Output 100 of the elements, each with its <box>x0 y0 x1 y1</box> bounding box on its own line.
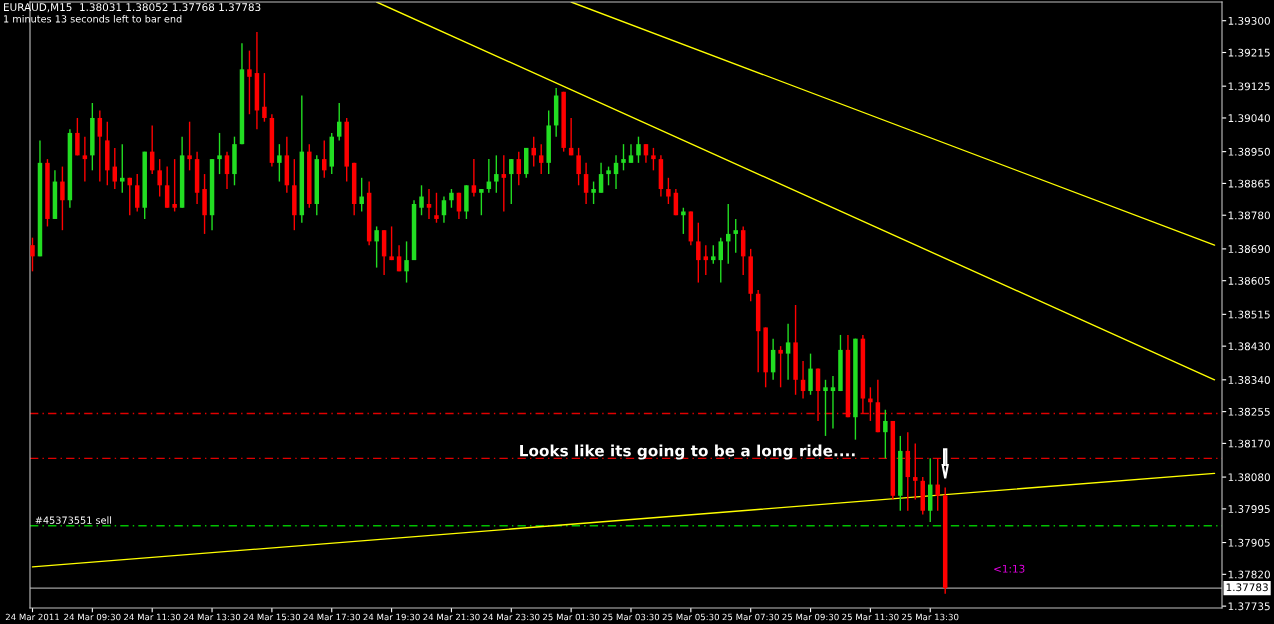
candlestick <box>636 135 641 164</box>
y-tick-label: 1.38865 <box>1228 179 1270 188</box>
candlestick <box>703 244 709 276</box>
candlestick <box>322 139 327 179</box>
x-tick-label: 24 Mar 13:30 <box>183 613 241 621</box>
candlestick <box>471 158 477 198</box>
candlestick <box>389 225 394 261</box>
candlestick <box>164 165 170 209</box>
candlestick <box>396 244 402 273</box>
candlestick <box>516 150 522 186</box>
candlestick <box>681 207 686 235</box>
x-tick-label: 25 Mar 05:30 <box>662 613 720 621</box>
candlestick <box>426 188 432 220</box>
candlestick <box>651 147 656 172</box>
candlestick <box>718 236 724 284</box>
y-tick-label: 1.38515 <box>1228 310 1270 319</box>
candlestick <box>830 375 836 430</box>
chart-title: EURAUD,M15 1.38031 1.38052 1.37768 1.37783 <box>4 3 261 13</box>
x-tick-label: 25 Mar 09:30 <box>782 613 839 621</box>
annotation: <1:13 <box>994 564 1025 573</box>
x-tick-label: 25 Mar 13:30 <box>902 613 959 621</box>
ref-line-label: #45373551 sell <box>35 516 112 524</box>
candlestick <box>134 173 140 213</box>
x-tick-label: 24 Mar 21:30 <box>423 613 480 621</box>
candlestick <box>75 117 80 157</box>
ref-line-label: 1.37783 <box>1226 583 1268 592</box>
y-tick-label: 1.37735 <box>1228 602 1270 611</box>
y-tick-label: 1.37905 <box>1228 538 1270 547</box>
y-tick-label: 1.38430 <box>1228 342 1270 351</box>
candlestick <box>823 379 828 437</box>
candlestick <box>434 192 439 224</box>
y-tick-label: 1.37820 <box>1228 570 1270 579</box>
x-tick-label: 25 Mar 11:30 <box>842 613 899 621</box>
candlestick <box>441 195 447 224</box>
y-tick-label: 1.38255 <box>1228 407 1270 416</box>
candlestick <box>591 180 596 205</box>
x-tick-label: 24 Mar 17:30 <box>303 613 360 621</box>
y-tick-label: 1.39125 <box>1228 82 1270 91</box>
candlestick <box>509 158 514 205</box>
candlestick <box>449 188 454 209</box>
candlestick <box>883 409 888 460</box>
x-tick-label: 24 Mar 11:30 <box>124 613 181 621</box>
candlestick <box>778 345 783 388</box>
candlestick <box>172 158 177 213</box>
candlestick <box>666 177 671 205</box>
x-tick-label: 25 Mar 01:30 <box>543 613 600 621</box>
candlestick <box>711 244 716 265</box>
x-tick-label: 24 Mar 2011 <box>5 613 59 621</box>
candlestick <box>501 154 507 213</box>
candlestick <box>538 143 544 175</box>
candlestick <box>598 162 604 194</box>
candlestick <box>374 225 379 269</box>
y-tick-label: 1.38080 <box>1228 473 1270 482</box>
x-tick-label: 25 Mar 03:30 <box>602 613 660 621</box>
candlestick <box>187 121 192 172</box>
candlestick <box>336 102 342 142</box>
candlestick <box>247 49 252 115</box>
candlestick <box>808 352 813 396</box>
y-tick-label: 1.39215 <box>1228 48 1270 57</box>
candlestick <box>97 109 103 183</box>
candlestick <box>696 222 701 284</box>
candlestick <box>494 154 499 194</box>
candlestick <box>359 177 364 213</box>
annotation: Looks like its going to be a long ride.... <box>520 444 855 460</box>
candlestick <box>913 442 918 501</box>
candlestick <box>785 323 791 381</box>
candlestick <box>621 143 626 172</box>
candlestick <box>479 188 484 216</box>
candlestick <box>935 457 940 512</box>
y-tick-label: 1.38170 <box>1228 439 1270 448</box>
candlestick <box>628 143 634 164</box>
candlestick <box>277 143 282 183</box>
candlestick <box>60 165 65 231</box>
x-tick-label: 24 Mar 15:30 <box>243 613 301 621</box>
candlestick <box>733 218 738 254</box>
candlestick <box>576 147 581 186</box>
candlestick <box>606 165 611 186</box>
y-tick-label: 1.38340 <box>1228 376 1270 384</box>
candlestick <box>112 147 118 190</box>
candlestick <box>217 132 222 175</box>
candlestick <box>531 135 536 168</box>
y-tick-label: 1.38780 <box>1228 211 1270 220</box>
y-tick-label: 1.39040 <box>1228 114 1270 123</box>
x-tick-label: 24 Mar 19:30 <box>363 613 420 621</box>
candlestick <box>419 184 424 216</box>
y-tick-label: 1.39300 <box>1228 16 1270 25</box>
candlestick <box>157 158 162 198</box>
candlestick <box>404 240 409 284</box>
candlestick <box>224 150 230 190</box>
candlestick <box>30 236 35 273</box>
candlestick <box>120 143 125 194</box>
candlestick <box>583 162 589 205</box>
x-tick-label: 24 Mar 09:30 <box>64 613 121 621</box>
candlestick <box>262 72 267 123</box>
y-tick-label: 1.38950 <box>1228 147 1270 156</box>
candlestick <box>82 135 88 183</box>
y-tick-label: 1.38690 <box>1228 245 1270 253</box>
text: 1 minutes 13 seconds left to bar end <box>4 15 182 23</box>
y-tick-label: 1.38605 <box>1228 276 1270 285</box>
y-tick-label: 1.37995 <box>1228 505 1270 513</box>
